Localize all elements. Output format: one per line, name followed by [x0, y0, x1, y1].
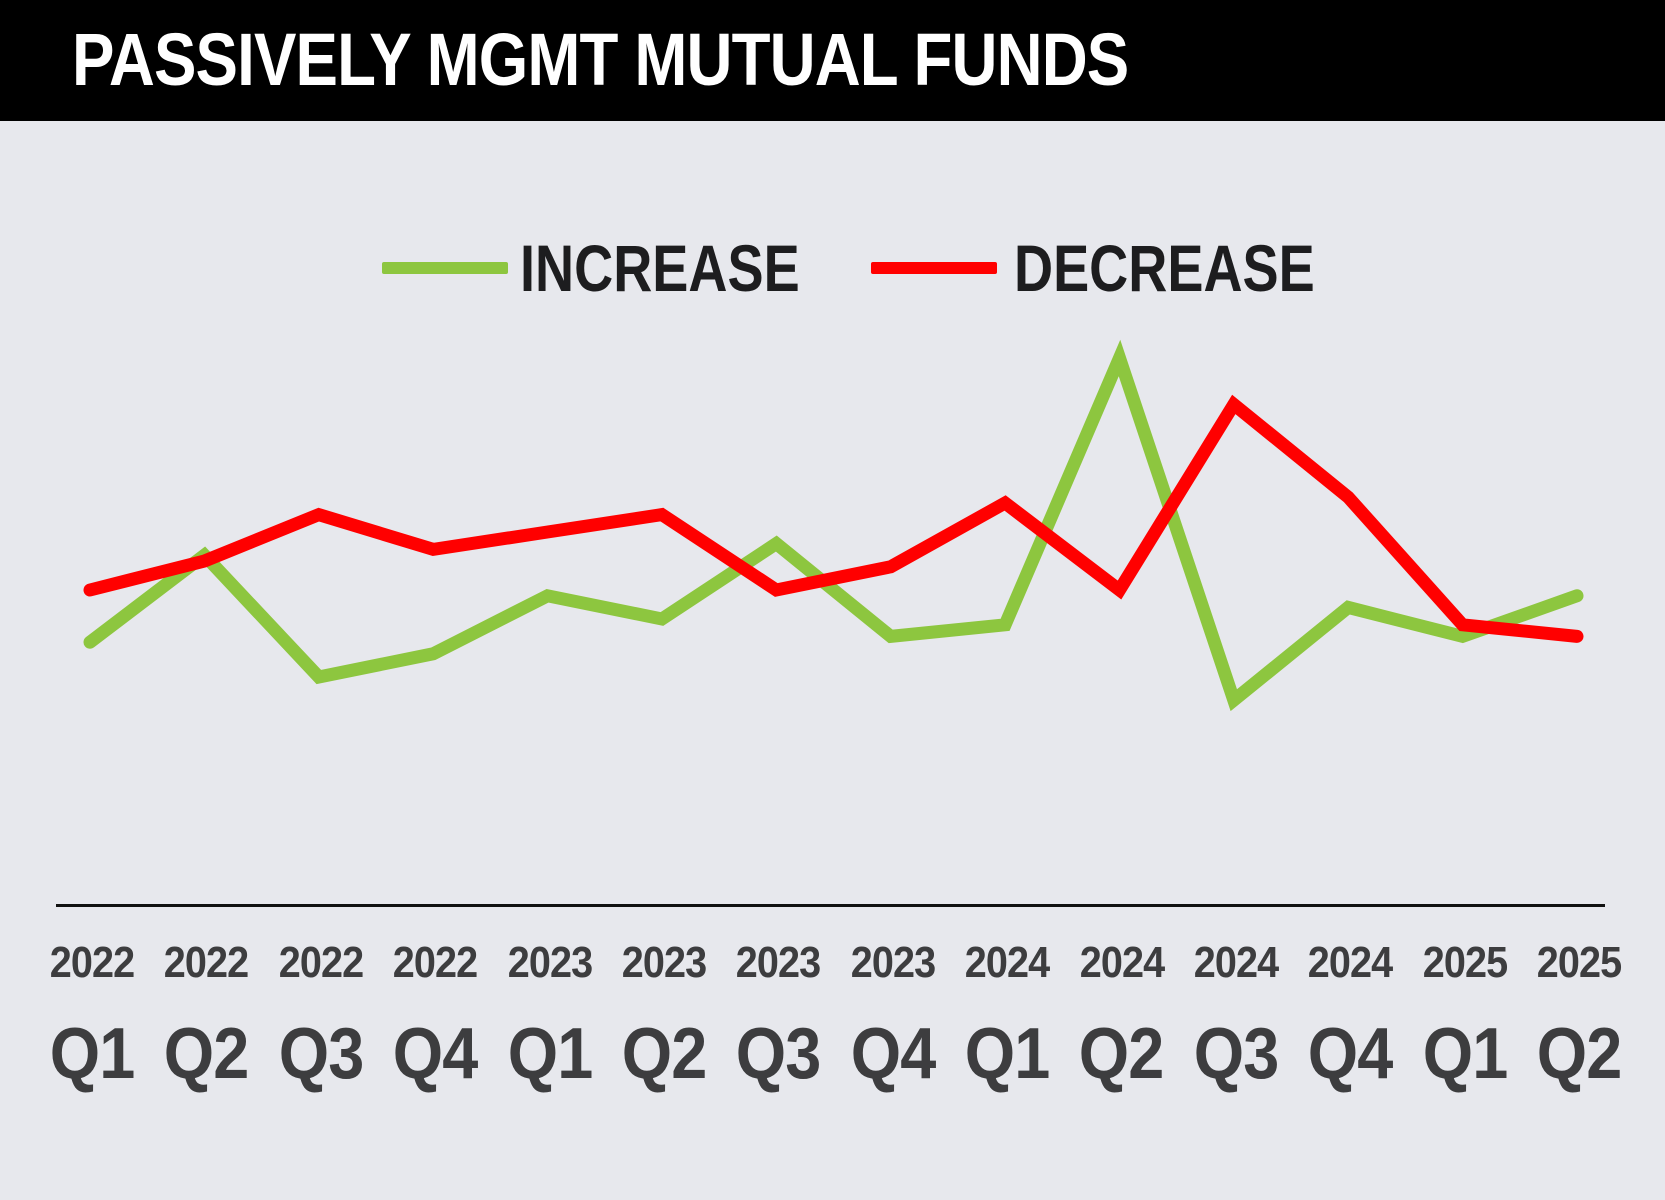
x-tick-quarter-label: Q1 — [49, 1014, 136, 1094]
legend: INCREASE DECREASE — [382, 228, 1315, 308]
chart-title: PASSIVELY MGMT MUTUAL FUNDS — [72, 18, 1129, 101]
legend-increase-label: INCREASE — [520, 231, 800, 305]
x-tick-year-label: 2024 — [1079, 938, 1164, 987]
x-tick-year-label: 2022 — [49, 938, 135, 987]
x-tick-year-label: 2023 — [621, 938, 707, 987]
x-tick-year-label: 2024 — [964, 938, 1050, 987]
x-tick-quarter-label: Q1 — [1422, 1014, 1508, 1094]
x-tick-year-label: 2022 — [164, 938, 249, 987]
header-bar: PASSIVELY MGMT MUTUAL FUNDS — [0, 0, 1665, 121]
x-tick-year-label: 2024 — [1307, 938, 1393, 987]
series-line-increase — [83, 339, 1584, 712]
x-tick-quarter-label: Q1 — [964, 1014, 1051, 1094]
x-tick-year-label: 2022 — [392, 938, 478, 987]
x-tick-quarter-label: Q4 — [850, 1014, 936, 1094]
x-tick-year-label: 2023 — [850, 938, 935, 987]
x-tick-quarter-label: Q3 — [278, 1014, 364, 1094]
x-tick-quarter-label: Q3 — [1193, 1014, 1280, 1094]
x-axis-line — [56, 904, 1605, 907]
x-tick-year-label: 2024 — [1193, 938, 1279, 987]
x-tick-quarter-label: Q2 — [164, 1014, 250, 1094]
x-tick-year-label: 2023 — [507, 938, 592, 987]
x-tick-quarter-label: Q1 — [507, 1014, 593, 1094]
x-tick-quarter-label: Q2 — [1536, 1014, 1623, 1094]
series-line-decrease — [83, 394, 1584, 643]
legend-decrease-swatch — [871, 262, 997, 274]
x-tick-year-label: 2025 — [1422, 938, 1507, 987]
x-tick-year-label: 2023 — [736, 938, 821, 987]
x-tick-quarter-label: Q3 — [735, 1014, 822, 1094]
x-tick-quarter-label: Q4 — [1307, 1014, 1394, 1094]
x-tick-year-label: 2022 — [278, 938, 364, 987]
x-tick-quarter-label: Q2 — [1079, 1014, 1165, 1094]
legend-decrease-label: DECREASE — [1014, 231, 1315, 305]
legend-increase-swatch — [382, 262, 508, 274]
x-tick-quarter-label: Q2 — [621, 1014, 708, 1094]
x-tick-year-label: 2025 — [1536, 938, 1622, 987]
x-tick-quarter-label: Q4 — [392, 1014, 479, 1094]
